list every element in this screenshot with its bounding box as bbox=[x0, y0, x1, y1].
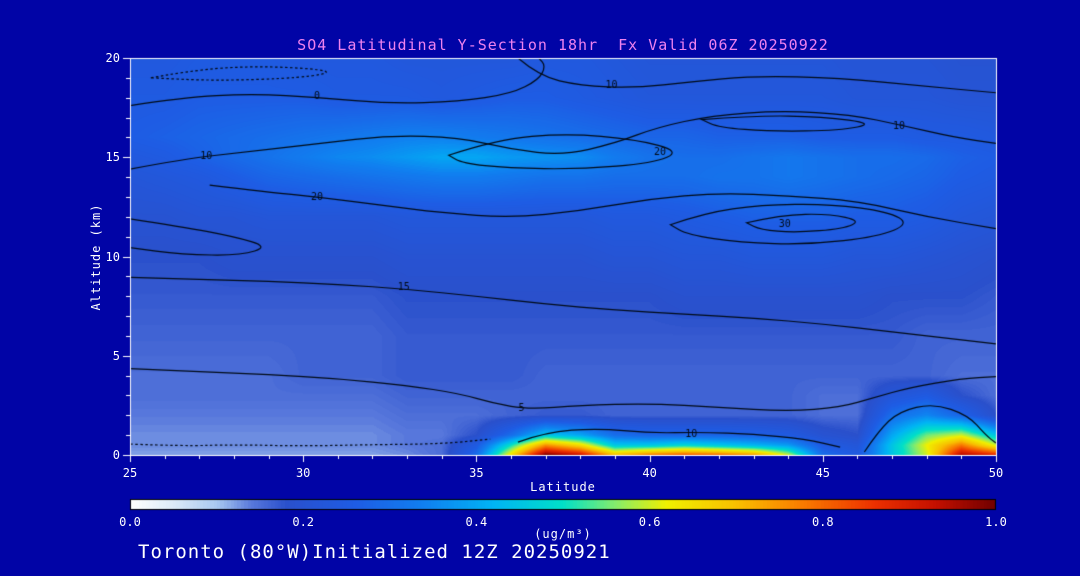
y-tick-label: 0 bbox=[112, 448, 120, 462]
colorbar-tick-label: 0.2 bbox=[292, 515, 315, 529]
x-tick-label: 30 bbox=[295, 466, 311, 480]
x-tick-label: 50 bbox=[988, 466, 1004, 480]
colorbar bbox=[130, 499, 996, 510]
x-axis-label: Latitude bbox=[530, 480, 596, 494]
colorbar-tick-label: 0.8 bbox=[811, 515, 834, 529]
x-tick-label: 45 bbox=[815, 466, 831, 480]
x-tick-label: 40 bbox=[642, 466, 657, 480]
footer-annotation: Toronto (80°W)Initialized 12Z 20250921 bbox=[138, 541, 611, 563]
colorbar-tick-label: 1.0 bbox=[985, 515, 1007, 529]
y-tick-label: 5 bbox=[112, 348, 120, 363]
y-axis-label: Altitude (km) bbox=[89, 203, 103, 311]
x-tick-label: 35 bbox=[469, 466, 484, 480]
colorbar-unit-label: (ug/m³) bbox=[534, 527, 592, 541]
colorbar-tick-label: 0.4 bbox=[465, 515, 488, 529]
y-tick-label: 20 bbox=[105, 51, 120, 65]
chart-title: SO4 Latitudinal Y-Section 18hr Fx Valid … bbox=[297, 36, 829, 54]
y-tick-label: 10 bbox=[105, 249, 120, 264]
x-tick-label: 25 bbox=[122, 466, 138, 480]
colorbar-tick-label: 0.0 bbox=[119, 515, 141, 529]
colorbar-tick-label: 0.6 bbox=[638, 515, 661, 529]
y-tick-label: 15 bbox=[105, 150, 120, 165]
